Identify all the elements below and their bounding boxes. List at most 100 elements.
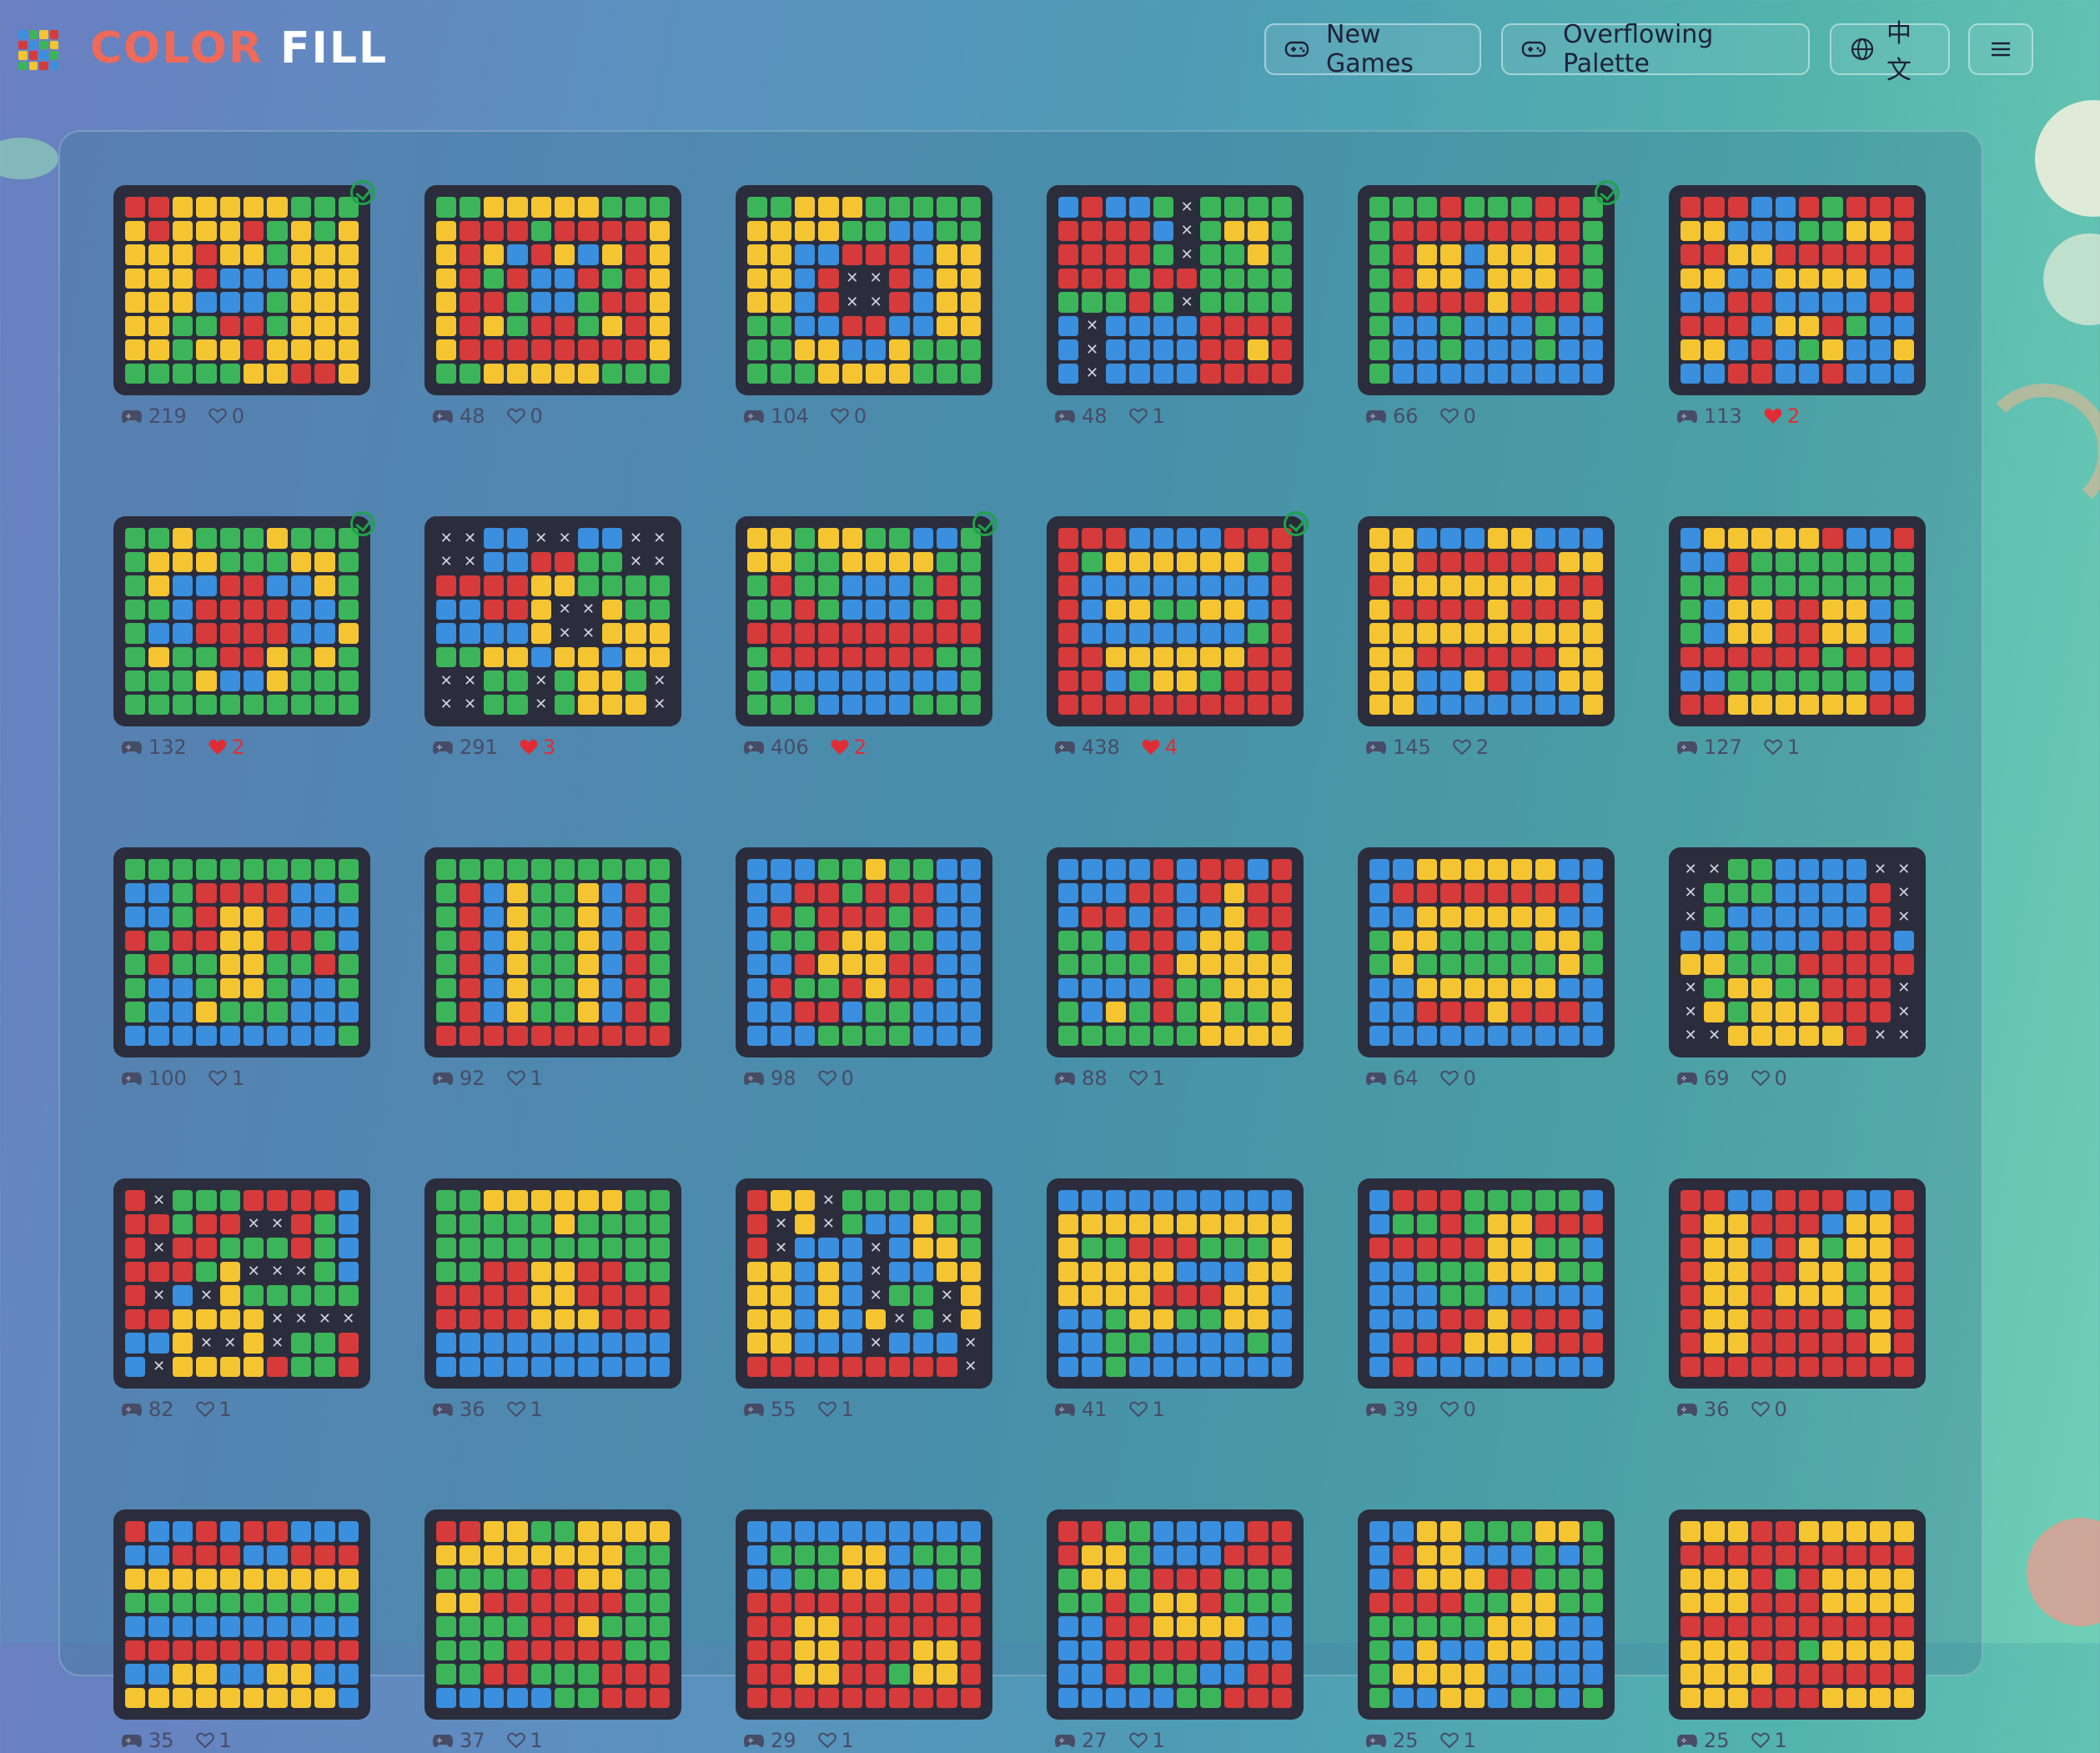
level-card[interactable]: 438 4 <box>1047 511 1309 760</box>
level-board-preview[interactable] <box>736 1509 992 1720</box>
level-board-preview[interactable] <box>1047 516 1304 726</box>
level-card[interactable]: ✕ ✕ ✕ ✕ 104 0 <box>736 185 992 429</box>
like-button[interactable]: 0 <box>831 404 867 428</box>
like-button[interactable]: 1 <box>1128 1729 1165 1752</box>
level-card[interactable]: 64 0 <box>1358 847 1615 1091</box>
level-board-preview[interactable]: ✕ ✕ ✕ ✕ ✕ ✕ ✕ <box>1047 185 1304 395</box>
like-button[interactable]: 0 <box>1439 1067 1476 1090</box>
level-card[interactable]: 145 2 <box>1358 516 1615 760</box>
overflowing-palette-button[interactable]: Overflowing Palette <box>1501 20 1810 78</box>
level-card[interactable]: 25 1 <box>1669 1509 1926 1753</box>
color-cell <box>1822 1261 1843 1282</box>
level-board-preview[interactable]: ✕ ✕ ✕ ✕ ✕ ✕ ✕ ✕ ✕ ✕ ✕ ✕ ✕ ✕ ✕ ✕ ✕ <box>113 1178 370 1389</box>
like-button[interactable]: 0 <box>1751 1398 1787 1421</box>
like-button[interactable]: 1 <box>1128 404 1165 428</box>
like-button[interactable]: 0 <box>1439 1398 1476 1421</box>
level-board-preview[interactable] <box>113 847 370 1057</box>
level-board-preview[interactable] <box>1358 1178 1615 1389</box>
level-board-preview[interactable] <box>1358 847 1615 1057</box>
color-cell <box>794 197 816 218</box>
level-card[interactable]: 36 0 <box>1669 1178 1926 1422</box>
level-card[interactable]: 113 2 <box>1669 185 1926 429</box>
like-button[interactable]: 0 <box>208 404 244 428</box>
level-board-preview[interactable] <box>113 1509 370 1720</box>
level-card[interactable]: 36 1 <box>425 1178 681 1422</box>
level-card[interactable]: 41 1 <box>1047 1178 1304 1422</box>
level-card[interactable]: 132 2 <box>113 511 375 760</box>
like-button[interactable]: 1 <box>1439 1729 1476 1752</box>
level-card[interactable]: 29 1 <box>736 1509 992 1753</box>
like-button[interactable]: 0 <box>506 404 543 428</box>
level-board-preview[interactable] <box>1047 1178 1304 1389</box>
level-card[interactable]: 48 0 <box>425 185 681 429</box>
like-button[interactable]: 1 <box>1751 1729 1787 1752</box>
level-board-preview[interactable] <box>1358 1509 1615 1720</box>
like-button[interactable]: 1 <box>817 1729 854 1752</box>
new-games-button[interactable]: New Games <box>1264 20 1481 78</box>
level-board-preview[interactable] <box>1358 185 1615 395</box>
level-card[interactable]: 37 1 <box>425 1509 681 1753</box>
level-card[interactable]: 66 0 <box>1358 180 1620 429</box>
level-board-preview[interactable] <box>113 185 370 395</box>
level-card[interactable]: 219 0 <box>113 180 375 429</box>
level-board-preview[interactable] <box>425 1178 681 1389</box>
like-button[interactable]: 0 <box>1439 404 1476 428</box>
level-board-preview[interactable]: ✕ ✕ ✕ ✕ <box>736 185 992 395</box>
level-board-preview[interactable] <box>736 847 992 1057</box>
level-board-preview[interactable] <box>736 516 992 726</box>
like-button[interactable]: 2 <box>1764 404 1800 428</box>
like-button[interactable]: 1 <box>208 1067 244 1090</box>
like-button[interactable]: 0 <box>1751 1067 1787 1090</box>
like-button[interactable]: 3 <box>520 736 555 759</box>
level-card[interactable]: 406 2 <box>736 511 997 760</box>
level-card[interactable]: 100 1 <box>113 847 370 1091</box>
like-button[interactable]: 1 <box>506 1398 543 1421</box>
like-button[interactable]: 1 <box>506 1067 543 1090</box>
level-card[interactable]: ✕ ✕ ✕ ✕ ✕ ✕ ✕ ✕ ✕ ✕ ✕ ✕ ✕ ✕ ✕ ✕ 69 0 <box>1669 847 1926 1091</box>
like-button[interactable]: 1 <box>195 1398 232 1421</box>
like-button[interactable]: 1 <box>817 1398 854 1421</box>
level-card[interactable]: ✕ ✕ ✕ ✕ ✕ ✕ ✕ 48 1 <box>1047 185 1304 429</box>
menu-button[interactable] <box>1968 23 2033 75</box>
level-board-preview[interactable] <box>1669 516 1926 726</box>
level-board-preview[interactable] <box>1358 516 1615 726</box>
like-button[interactable]: 1 <box>195 1729 232 1752</box>
color-cell <box>842 1640 862 1660</box>
level-board-preview[interactable]: ✕ ✕ ✕ ✕ ✕ ✕ ✕ ✕ ✕ ✕ ✕ ✕ ✕ ✕ ✕ ✕ <box>1669 847 1926 1057</box>
like-button[interactable]: 0 <box>817 1067 854 1090</box>
level-card[interactable]: 39 0 <box>1358 1178 1615 1422</box>
level-board-preview[interactable] <box>1047 847 1304 1057</box>
level-board-preview[interactable]: ✕ ✕ ✕ ✕ ✕ ✕ ✕ ✕ ✕ ✕ ✕ ✕ ✕ ✕ ✕ ✕ ✕ ✕ ✕ ✕ ✕ ✕ <box>425 516 681 726</box>
level-card[interactable]: 98 0 <box>736 847 992 1091</box>
level-board-preview[interactable] <box>1047 1509 1304 1720</box>
level-card[interactable]: 25 1 <box>1358 1509 1615 1753</box>
blocked-cell-icon: ✕ <box>153 1191 166 1209</box>
like-button[interactable]: 2 <box>208 736 244 759</box>
level-card[interactable]: 88 1 <box>1047 847 1304 1091</box>
like-button[interactable]: 1 <box>1128 1398 1165 1421</box>
level-card[interactable]: 127 1 <box>1669 516 1926 760</box>
like-button[interactable]: 1 <box>1128 1067 1165 1090</box>
logo-icon[interactable] <box>18 30 58 70</box>
level-board-preview[interactable] <box>425 185 681 395</box>
like-button[interactable]: 2 <box>831 736 867 759</box>
like-button[interactable]: 1 <box>1764 736 1800 759</box>
level-board-preview[interactable] <box>425 847 681 1057</box>
logo-title[interactable]: COLOR FILL <box>90 23 388 73</box>
level-card[interactable]: ✕ ✕ ✕ ✕ ✕ ✕ ✕ ✕ ✕ ✕ ✕ ✕ ✕ 55 1 <box>736 1178 992 1422</box>
level-card[interactable]: ✕ ✕ ✕ ✕ ✕ ✕ ✕ ✕ ✕ ✕ ✕ ✕ ✕ ✕ ✕ ✕ ✕ 82 1 <box>113 1178 370 1422</box>
level-board-preview[interactable]: ✕ ✕ ✕ ✕ ✕ ✕ ✕ ✕ ✕ ✕ ✕ ✕ ✕ <box>736 1178 992 1389</box>
level-board-preview[interactable] <box>425 1509 681 1720</box>
level-board-preview[interactable] <box>1669 1178 1926 1389</box>
level-card[interactable]: 92 1 <box>425 847 681 1091</box>
level-board-preview[interactable] <box>1669 185 1926 395</box>
like-button[interactable]: 1 <box>506 1729 543 1752</box>
level-card[interactable]: 35 1 <box>113 1509 370 1753</box>
level-board-preview[interactable] <box>113 516 370 726</box>
like-button[interactable]: 2 <box>1453 736 1489 759</box>
language-button[interactable]: 中文 <box>1830 19 1950 85</box>
like-button[interactable]: 4 <box>1142 736 1178 759</box>
level-card[interactable]: 27 1 <box>1047 1509 1304 1753</box>
level-board-preview[interactable] <box>1669 1509 1926 1720</box>
level-card[interactable]: ✕ ✕ ✕ ✕ ✕ ✕ ✕ ✕ ✕ ✕ ✕ ✕ ✕ ✕ ✕ ✕ ✕ ✕ ✕ ✕ ✕ ✕ 291 3 <box>425 516 681 760</box>
